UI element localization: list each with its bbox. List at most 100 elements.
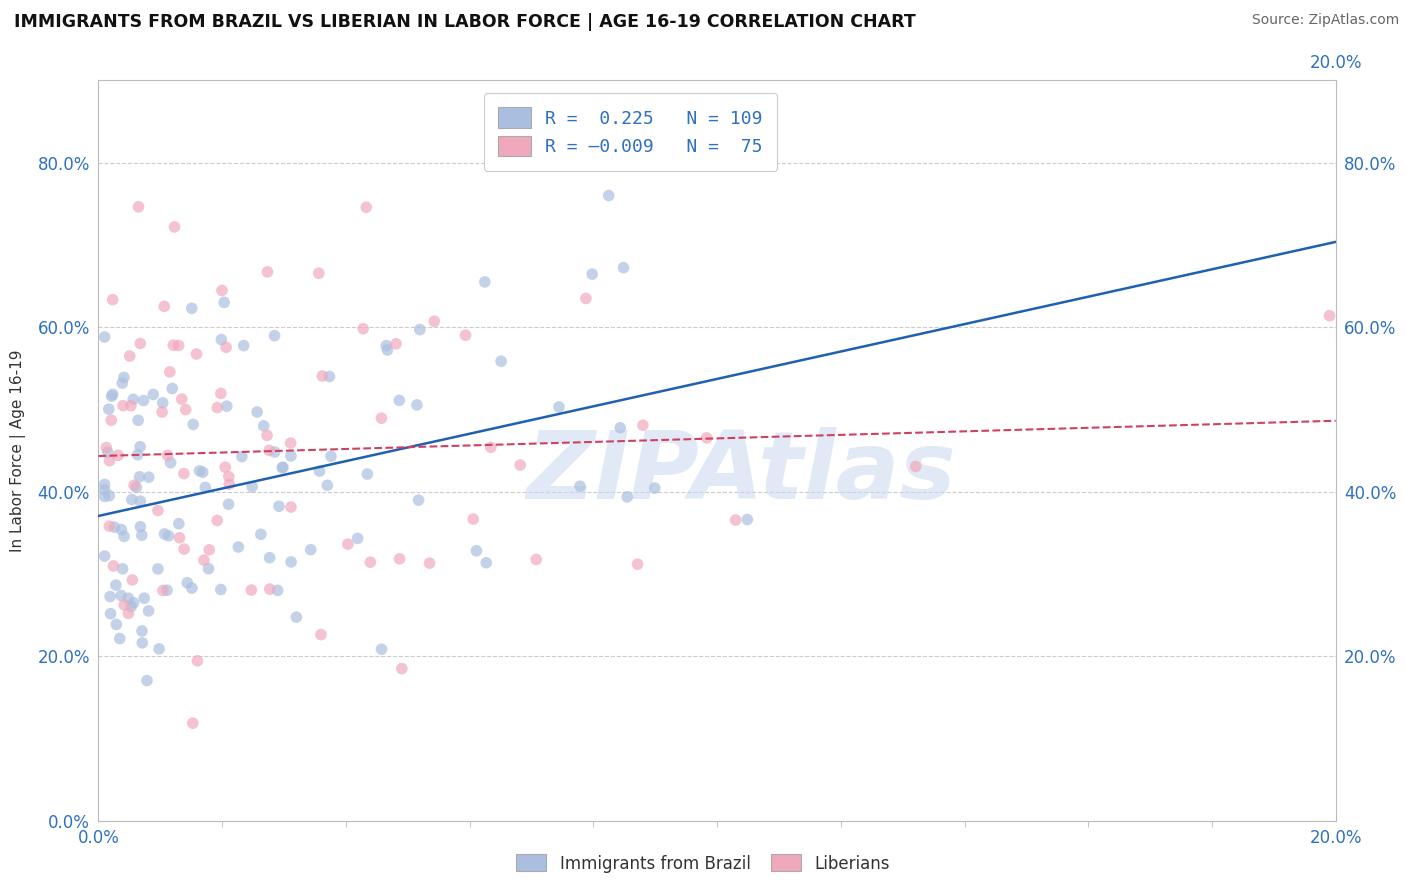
Point <box>259 550 281 565</box>
Point <box>156 449 179 463</box>
Point <box>93 477 115 491</box>
Point <box>280 436 302 450</box>
Point <box>173 542 195 557</box>
Point <box>193 553 215 567</box>
Point <box>212 295 235 310</box>
Point <box>524 552 547 566</box>
Point <box>157 529 180 543</box>
Point <box>263 328 285 343</box>
Point <box>167 338 190 352</box>
Point <box>120 599 142 614</box>
Point <box>644 481 666 495</box>
Point <box>391 662 413 676</box>
Point <box>108 632 131 646</box>
Point <box>463 512 485 526</box>
Point <box>129 519 152 533</box>
Point <box>612 260 634 275</box>
Point <box>96 441 118 455</box>
Point <box>186 654 208 668</box>
Point <box>311 369 333 384</box>
Point <box>142 387 165 401</box>
Point <box>240 583 263 598</box>
Point <box>609 421 631 435</box>
Point <box>308 266 330 280</box>
Point <box>186 347 208 361</box>
Point <box>131 624 153 638</box>
Point <box>101 387 124 401</box>
Point <box>100 413 122 427</box>
Point <box>218 469 240 483</box>
Point <box>169 531 191 545</box>
Point <box>138 470 160 484</box>
Point <box>309 627 332 641</box>
Point <box>121 573 143 587</box>
Point <box>256 265 278 279</box>
Point <box>107 448 129 462</box>
Point <box>153 527 176 541</box>
Point <box>370 411 392 425</box>
Point <box>118 349 141 363</box>
Point <box>280 500 302 514</box>
Point <box>465 543 488 558</box>
Point <box>148 641 170 656</box>
Point <box>318 369 340 384</box>
Text: Source: ZipAtlas.com: Source: ZipAtlas.com <box>1251 13 1399 28</box>
Point <box>259 582 281 596</box>
Point <box>232 338 254 352</box>
Point <box>93 549 115 563</box>
Point <box>162 338 184 352</box>
Point <box>388 393 411 408</box>
Point <box>129 494 152 508</box>
Point <box>209 386 232 401</box>
Point <box>128 200 150 214</box>
Point <box>377 343 399 357</box>
Point <box>319 450 342 464</box>
Point <box>132 393 155 408</box>
Point <box>112 598 135 612</box>
Point <box>160 382 183 396</box>
Point <box>110 523 132 537</box>
Point <box>98 489 121 503</box>
Text: IMMIGRANTS FROM BRAZIL VS LIBERIAN IN LABOR FORCE | AGE 16-19 CORRELATION CHART: IMMIGRANTS FROM BRAZIL VS LIBERIAN IN LA… <box>14 13 915 31</box>
Point <box>263 445 285 459</box>
Point <box>271 460 294 475</box>
Point <box>409 322 432 336</box>
Point <box>98 453 121 467</box>
Point <box>569 479 592 493</box>
Point <box>122 478 145 492</box>
Point <box>98 590 121 604</box>
Point <box>159 456 181 470</box>
Point <box>346 532 368 546</box>
Point <box>153 299 176 313</box>
Point <box>509 458 531 472</box>
Point <box>138 604 160 618</box>
Point <box>280 449 302 463</box>
Point <box>253 418 276 433</box>
Point <box>181 716 204 731</box>
Point <box>205 513 228 527</box>
Point <box>336 537 359 551</box>
Point <box>125 480 148 494</box>
Point <box>418 556 440 570</box>
Point <box>474 275 496 289</box>
Point <box>112 529 135 543</box>
Point <box>218 497 240 511</box>
Point <box>104 578 127 592</box>
Point <box>280 555 302 569</box>
Point <box>215 340 238 354</box>
Point <box>146 503 169 517</box>
Point <box>406 398 429 412</box>
Point <box>228 540 250 554</box>
Point <box>129 440 152 454</box>
Point <box>218 477 240 491</box>
Point <box>737 512 759 526</box>
Point <box>117 591 139 606</box>
Point <box>209 333 232 347</box>
Point <box>209 582 232 597</box>
Point <box>146 562 169 576</box>
Point <box>191 465 214 479</box>
Point <box>215 399 238 413</box>
Point <box>159 365 181 379</box>
Point <box>173 467 195 481</box>
Point <box>180 301 202 316</box>
